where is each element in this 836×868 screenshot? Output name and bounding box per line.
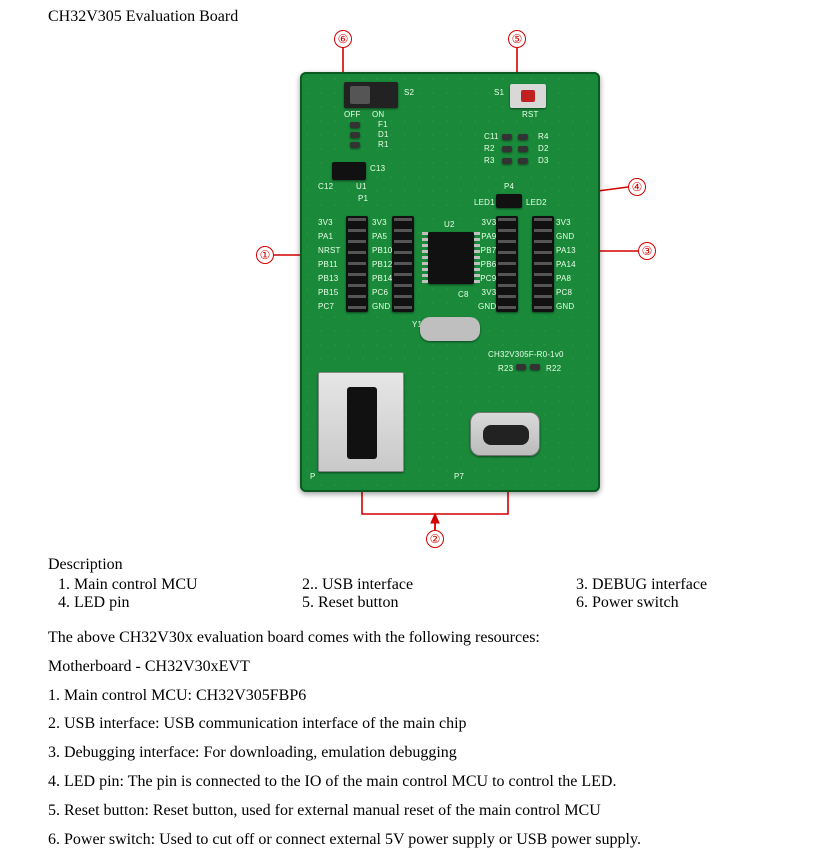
- desc-item-4: 4. LED pin: [58, 594, 298, 612]
- power-switch: [344, 82, 398, 108]
- description-heading: Description: [48, 556, 788, 574]
- smd-r3: [502, 158, 512, 164]
- smd-d1: [350, 132, 360, 138]
- silk-rst: RST: [522, 110, 539, 119]
- header-left2: [392, 216, 414, 312]
- pins-left-col1: 3V3PA1NRSTPB11PB13PB15PC7: [318, 216, 341, 314]
- reset-button: [510, 84, 546, 108]
- desc-item-2: 2.. USB interface: [302, 576, 572, 594]
- led-header: [496, 194, 522, 208]
- page-title: CH32V305 Evaluation Board: [48, 8, 788, 26]
- silk-led1: LED1: [474, 198, 495, 207]
- pcb-board: S2 OFF ON S1 RST F1 D1 R1 U1 C13 C12 P1 …: [300, 72, 600, 492]
- resources-intro: The above CH32V30x evaluation board come…: [48, 626, 788, 651]
- smd-d3: [518, 158, 528, 164]
- description-block: Description 1. Main control MCU 2.. USB …: [48, 556, 788, 612]
- silk-f1: F1: [378, 120, 388, 129]
- header-left: [346, 216, 368, 312]
- silk-c13: C13: [370, 164, 385, 173]
- silk-p1: P1: [358, 194, 368, 203]
- silk-s2: S2: [404, 88, 414, 97]
- silk-c11: C11: [484, 132, 499, 141]
- header-right: [496, 216, 518, 312]
- silk-r23: R23: [498, 364, 513, 373]
- header-right2: [532, 216, 554, 312]
- smd-r4: [518, 134, 528, 140]
- resources-item-2: 2. USB interface: USB communication inte…: [48, 712, 788, 737]
- resources-block: The above CH32V30x evaluation board come…: [48, 626, 788, 852]
- silk-r4: R4: [538, 132, 549, 141]
- resources-item-3: 3. Debugging interface: For downloading,…: [48, 741, 788, 766]
- silk-s1: S1: [494, 88, 504, 97]
- smd-d2: [518, 146, 528, 152]
- pins-right-col2: 3V3GNDPA13PA14PA8PC8GND: [556, 216, 576, 314]
- silk-boardrev: CH32V305F-R0-1v0: [488, 350, 564, 359]
- smd-f1: [350, 122, 360, 128]
- mcu-chip: [428, 232, 474, 284]
- silk-off: OFF: [344, 110, 361, 119]
- callout-1-num: ①: [256, 246, 274, 264]
- desc-item-6: 6. Power switch: [576, 594, 788, 612]
- resources-item-5: 5. Reset button: Reset button, used for …: [48, 799, 788, 824]
- callout-4-num: ④: [628, 178, 646, 196]
- silk-r22: R22: [546, 364, 561, 373]
- smd-r1: [350, 142, 360, 148]
- silk-c8: C8: [458, 290, 469, 299]
- smd-r22: [530, 364, 540, 370]
- silk-d1: D1: [378, 130, 389, 139]
- pins-right-col1: 3V3PA9PB7PB6PC93V3GND: [478, 216, 496, 314]
- desc-item-3: 3. DEBUG interface: [576, 576, 788, 594]
- silk-on: ON: [372, 110, 384, 119]
- callout-5-num: ⑤: [508, 30, 526, 48]
- silk-r1: R1: [378, 140, 389, 149]
- callout-2-num: ②: [426, 530, 444, 548]
- callout-3-num: ③: [638, 242, 656, 260]
- silk-p: P: [310, 472, 316, 481]
- silk-u2: U2: [444, 220, 455, 229]
- smd-r2: [502, 146, 512, 152]
- resources-item-4: 4. LED pin: The pin is connected to the …: [48, 770, 788, 795]
- board-figure: ⑥ ⑤ ④ ③ ① ②: [48, 30, 788, 550]
- smd-c11: [502, 134, 512, 140]
- usb-a-port: [318, 372, 404, 472]
- silk-p4: P4: [504, 182, 514, 191]
- silk-d3: D3: [538, 156, 549, 165]
- silk-r2: R2: [484, 144, 495, 153]
- silk-led2: LED2: [526, 198, 547, 207]
- usb-c-port: [470, 412, 540, 456]
- pins-left-col2: 3V3PA5PB10PB12PB14PC6GND: [372, 216, 392, 314]
- silk-c12: C12: [318, 182, 333, 191]
- silk-u1: U1: [356, 182, 367, 191]
- desc-item-5: 5. Reset button: [302, 594, 572, 612]
- silk-p7: P7: [454, 472, 464, 481]
- callout-6-num: ⑥: [334, 30, 352, 48]
- silk-r3: R3: [484, 156, 495, 165]
- smd-r23: [516, 364, 526, 370]
- crystal: [420, 317, 480, 341]
- u1-chip: [332, 162, 366, 180]
- silk-d2: D2: [538, 144, 549, 153]
- resources-motherboard: Motherboard - CH32V30xEVT: [48, 655, 788, 680]
- resources-item-1: 1. Main control MCU: CH32V305FBP6: [48, 684, 788, 709]
- resources-item-6: 6. Power switch: Used to cut off or conn…: [48, 828, 788, 853]
- desc-item-1: 1. Main control MCU: [58, 576, 298, 594]
